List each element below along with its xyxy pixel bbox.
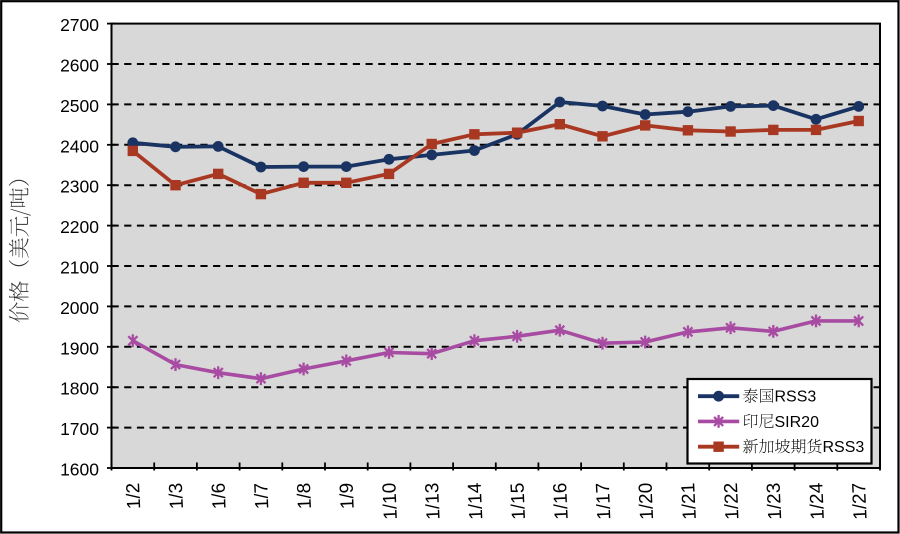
svg-text:1/21: 1/21 [678,482,701,520]
svg-text:1/23: 1/23 [764,482,787,520]
svg-text:1/2: 1/2 [123,482,145,509]
svg-text:1700: 1700 [60,419,99,439]
svg-text:1/13: 1/13 [422,482,445,520]
svg-text:1800: 1800 [60,379,99,399]
svg-text:1/15: 1/15 [507,482,530,520]
svg-text:1/27: 1/27 [849,482,872,520]
svg-text:1/14: 1/14 [465,482,488,520]
svg-text:1600: 1600 [60,460,99,480]
svg-text:1/3: 1/3 [166,482,188,509]
svg-text:1/22: 1/22 [721,482,744,520]
svg-text:2700: 2700 [60,15,99,35]
svg-text:1/8: 1/8 [294,482,316,509]
svg-text:SIR20: SIR20 [775,414,820,431]
svg-text:2500: 2500 [60,96,99,116]
svg-text:2400: 2400 [60,136,99,156]
svg-text:1/7: 1/7 [251,482,273,509]
svg-text:1/9: 1/9 [337,482,359,509]
svg-text:2600: 2600 [60,56,99,76]
svg-text:1/17: 1/17 [593,482,616,520]
svg-text:RSS3: RSS3 [823,439,865,456]
svg-text:2200: 2200 [60,217,99,237]
svg-text:1/16: 1/16 [550,482,573,520]
svg-text:2300: 2300 [60,177,99,197]
svg-text:1/6: 1/6 [209,482,231,509]
svg-text:1/10: 1/10 [379,482,402,520]
svg-text:2000: 2000 [60,298,99,318]
svg-text:RSS3: RSS3 [775,389,817,406]
svg-text:1/20: 1/20 [636,482,659,520]
svg-text:1900: 1900 [60,338,99,358]
svg-text:2100: 2100 [60,258,99,278]
svg-text:1/24: 1/24 [806,482,829,520]
